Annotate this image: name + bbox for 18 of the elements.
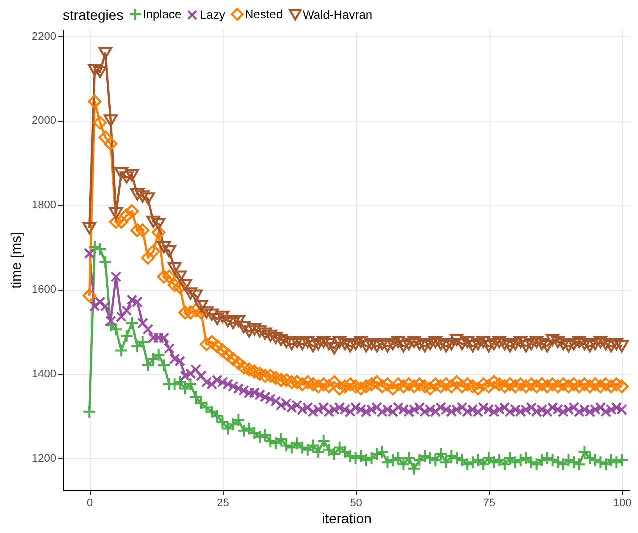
x-tick-label: 100 (613, 498, 632, 510)
y-tick-label: 2000 (32, 115, 56, 128)
legend-label: Lazy (200, 8, 226, 22)
legend-label: Inplace (143, 8, 182, 22)
y-axis-title: time [ms] (8, 232, 24, 289)
x-tick-label: 50 (350, 498, 362, 510)
legend-label: Nested (245, 8, 284, 22)
x-tick-label: 25 (217, 498, 230, 510)
y-tick-label: 1200 (32, 452, 56, 465)
y-tick-label: 1800 (32, 200, 56, 212)
x-axis-title: iteration (322, 510, 372, 526)
y-tick-label: 1400 (32, 368, 56, 380)
legend-label: Wald-Havran (303, 8, 373, 22)
x-tick-label: 0 (87, 498, 94, 510)
x-tick-label: 75 (483, 498, 496, 510)
y-tick-label: 1600 (32, 284, 56, 296)
legend-title: strategies (63, 7, 124, 23)
y-tick-label: 2200 (32, 30, 56, 43)
